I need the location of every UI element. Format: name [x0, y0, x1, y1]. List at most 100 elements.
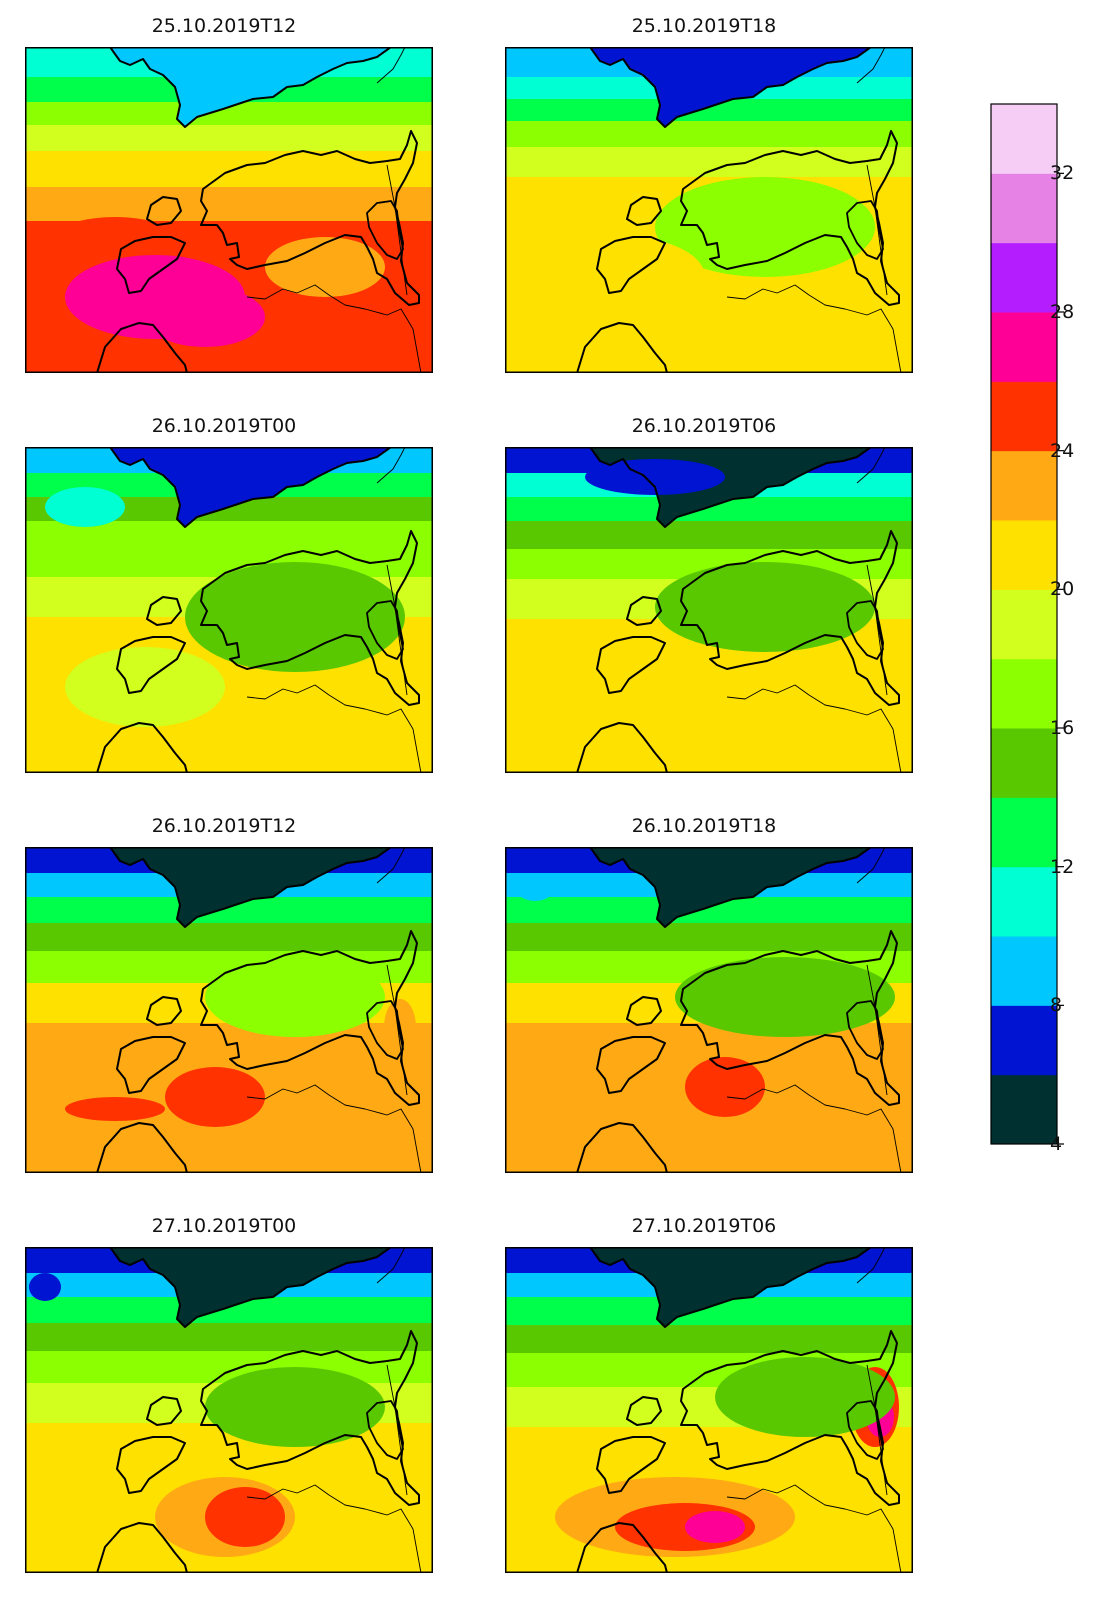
- colorbar-segment: [991, 312, 1057, 382]
- coastline: [96, 722, 188, 773]
- country-border: [726, 1084, 902, 1173]
- colorbar-tick-label: 8: [1050, 994, 1063, 1017]
- colorbar-tick-label: 4: [1050, 1133, 1063, 1155]
- temperature-map: [505, 1247, 913, 1573]
- temperature-band: [505, 923, 913, 951]
- coastline: [146, 1396, 182, 1426]
- country-border: [376, 1247, 406, 1284]
- temperature-map: [505, 47, 913, 373]
- temperature-anomaly: [165, 1067, 265, 1127]
- colorbar-tick-label: 12: [1050, 855, 1075, 878]
- colorbar-segment: [991, 450, 1057, 521]
- colorbar-segment: [991, 866, 1057, 937]
- coastline: [146, 996, 182, 1026]
- coastline: [596, 1036, 666, 1094]
- country-border: [866, 564, 888, 696]
- coastline: [576, 322, 668, 373]
- coastline: [96, 1122, 188, 1173]
- country-border: [386, 964, 408, 1096]
- coastline: [200, 930, 420, 1106]
- country-border: [726, 284, 902, 373]
- country-border: [246, 1084, 422, 1173]
- temperature-band: [25, 187, 433, 221]
- temperature-band: [25, 923, 433, 951]
- temperature-anomaly: [185, 562, 405, 672]
- coastline: [589, 447, 872, 528]
- colorbar-tick-label: 24: [1050, 439, 1075, 462]
- temperature-anomaly: [65, 1097, 165, 1121]
- map-panel-7: [25, 1247, 433, 1573]
- coastline: [116, 1036, 186, 1094]
- temperature-map: [25, 847, 433, 1173]
- coastline: [680, 930, 900, 1106]
- coastline: [109, 1247, 392, 1328]
- map-panel-6: [505, 847, 913, 1173]
- coastline: [109, 447, 392, 528]
- panel-title-4: 26.10.2019T06: [631, 415, 777, 437]
- coastline: [589, 847, 872, 928]
- temperature-anomaly: [205, 1367, 385, 1447]
- coastline: [146, 196, 182, 226]
- colorbar-segment: [991, 242, 1057, 313]
- temperature-band: [505, 121, 913, 147]
- coastline: [116, 236, 186, 294]
- coastline: [146, 596, 182, 626]
- colorbar-tick-label: 20: [1050, 578, 1075, 601]
- map-frame: [505, 1247, 913, 1573]
- coastline: [96, 1522, 188, 1573]
- colorbar-tick-label: 32: [1050, 162, 1075, 185]
- panel-title-3: 26.10.2019T00: [151, 415, 297, 437]
- colorbar-scale: [990, 103, 1064, 1145]
- country-border: [726, 1484, 902, 1573]
- country-border: [856, 447, 886, 484]
- coastline: [116, 1436, 186, 1494]
- map-frame: [505, 447, 913, 773]
- coastline: [596, 636, 666, 694]
- colorbar: [990, 103, 1068, 1149]
- temperature-map: [25, 1247, 433, 1573]
- temperature-band: [505, 99, 913, 121]
- country-border: [376, 847, 406, 884]
- coastline: [626, 1396, 662, 1426]
- colorbar-segment: [991, 1005, 1057, 1076]
- map-frame: [25, 1247, 433, 1573]
- map-frame: [25, 847, 433, 1173]
- temperature-map: [25, 447, 433, 773]
- country-border: [866, 164, 888, 296]
- coastline: [200, 130, 420, 306]
- temperature-band: [505, 1325, 913, 1353]
- coastline: [109, 847, 392, 928]
- temperature-anomaly: [205, 957, 385, 1037]
- colorbar-tick-label: 16: [1050, 717, 1075, 739]
- temperature-anomaly: [145, 287, 265, 347]
- country-border: [386, 1364, 408, 1496]
- temperature-anomaly: [265, 237, 385, 297]
- country-border: [376, 47, 406, 84]
- country-border: [856, 47, 886, 84]
- temperature-band: [25, 151, 433, 187]
- panel-title-2: 25.10.2019T18: [631, 15, 777, 37]
- map-panel-1: [25, 47, 433, 373]
- coastline: [589, 1247, 872, 1328]
- colorbar-segment: [991, 520, 1057, 590]
- map-panel-2: [505, 47, 913, 373]
- coastline: [109, 47, 392, 128]
- temperature-anomaly: [655, 562, 875, 652]
- coastline: [596, 236, 666, 294]
- temperature-map: [25, 47, 433, 373]
- temperature-anomaly: [585, 459, 725, 495]
- country-border: [866, 1364, 888, 1496]
- map-frame: [505, 47, 913, 373]
- temperature-anomaly: [65, 647, 225, 727]
- panel-title-6: 26.10.2019T18: [631, 815, 777, 837]
- temperature-anomaly: [515, 873, 555, 901]
- colorbar-segment: [991, 381, 1057, 452]
- coastline: [200, 1330, 420, 1506]
- temperature-map: [505, 447, 913, 773]
- coastline: [576, 1522, 668, 1573]
- colorbar-segment: [991, 589, 1057, 660]
- country-border: [246, 284, 422, 373]
- temperature-anomaly: [685, 1511, 745, 1543]
- temperature-anomaly: [545, 237, 705, 317]
- map-panel-8: [505, 1247, 913, 1573]
